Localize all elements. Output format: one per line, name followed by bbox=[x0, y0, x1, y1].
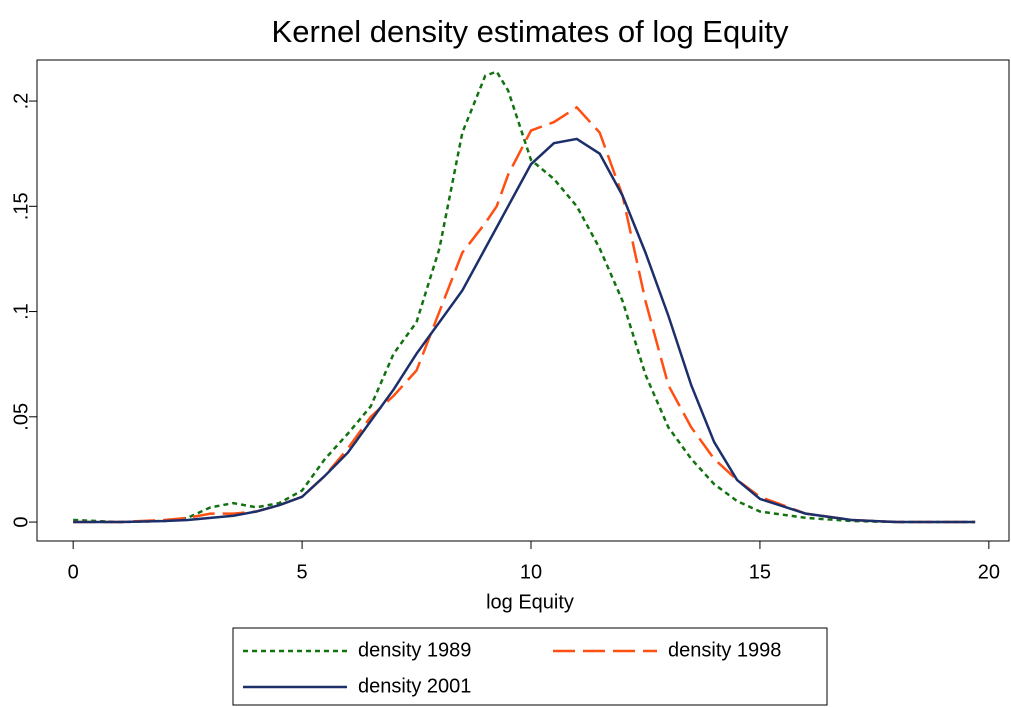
y-tick-label: .05 bbox=[10, 403, 32, 431]
line-series bbox=[73, 137, 976, 524]
legend-box bbox=[232, 627, 828, 706]
plot-frame bbox=[36, 59, 1010, 542]
line-series bbox=[73, 105, 976, 524]
y-tick-label: .15 bbox=[10, 192, 32, 220]
x-axis-label: log Equity bbox=[486, 591, 574, 613]
legend-label: density 1989 bbox=[358, 639, 471, 661]
legend-label: density 2001 bbox=[358, 675, 471, 697]
y-tick-label: .2 bbox=[10, 93, 32, 110]
y-tick-label: 0 bbox=[10, 516, 32, 527]
line-series bbox=[73, 70, 976, 524]
x-tick-label: 5 bbox=[297, 561, 308, 583]
x-tick-label: 10 bbox=[520, 561, 542, 583]
y-tick-label: .1 bbox=[10, 303, 32, 320]
x-tick-label: 20 bbox=[978, 561, 1000, 583]
legend-label: density 1998 bbox=[668, 639, 781, 661]
x-tick-label: 15 bbox=[749, 561, 771, 583]
x-tick-label: 0 bbox=[68, 561, 79, 583]
chart-title: Kernel density estimates of log Equity bbox=[272, 14, 789, 49]
